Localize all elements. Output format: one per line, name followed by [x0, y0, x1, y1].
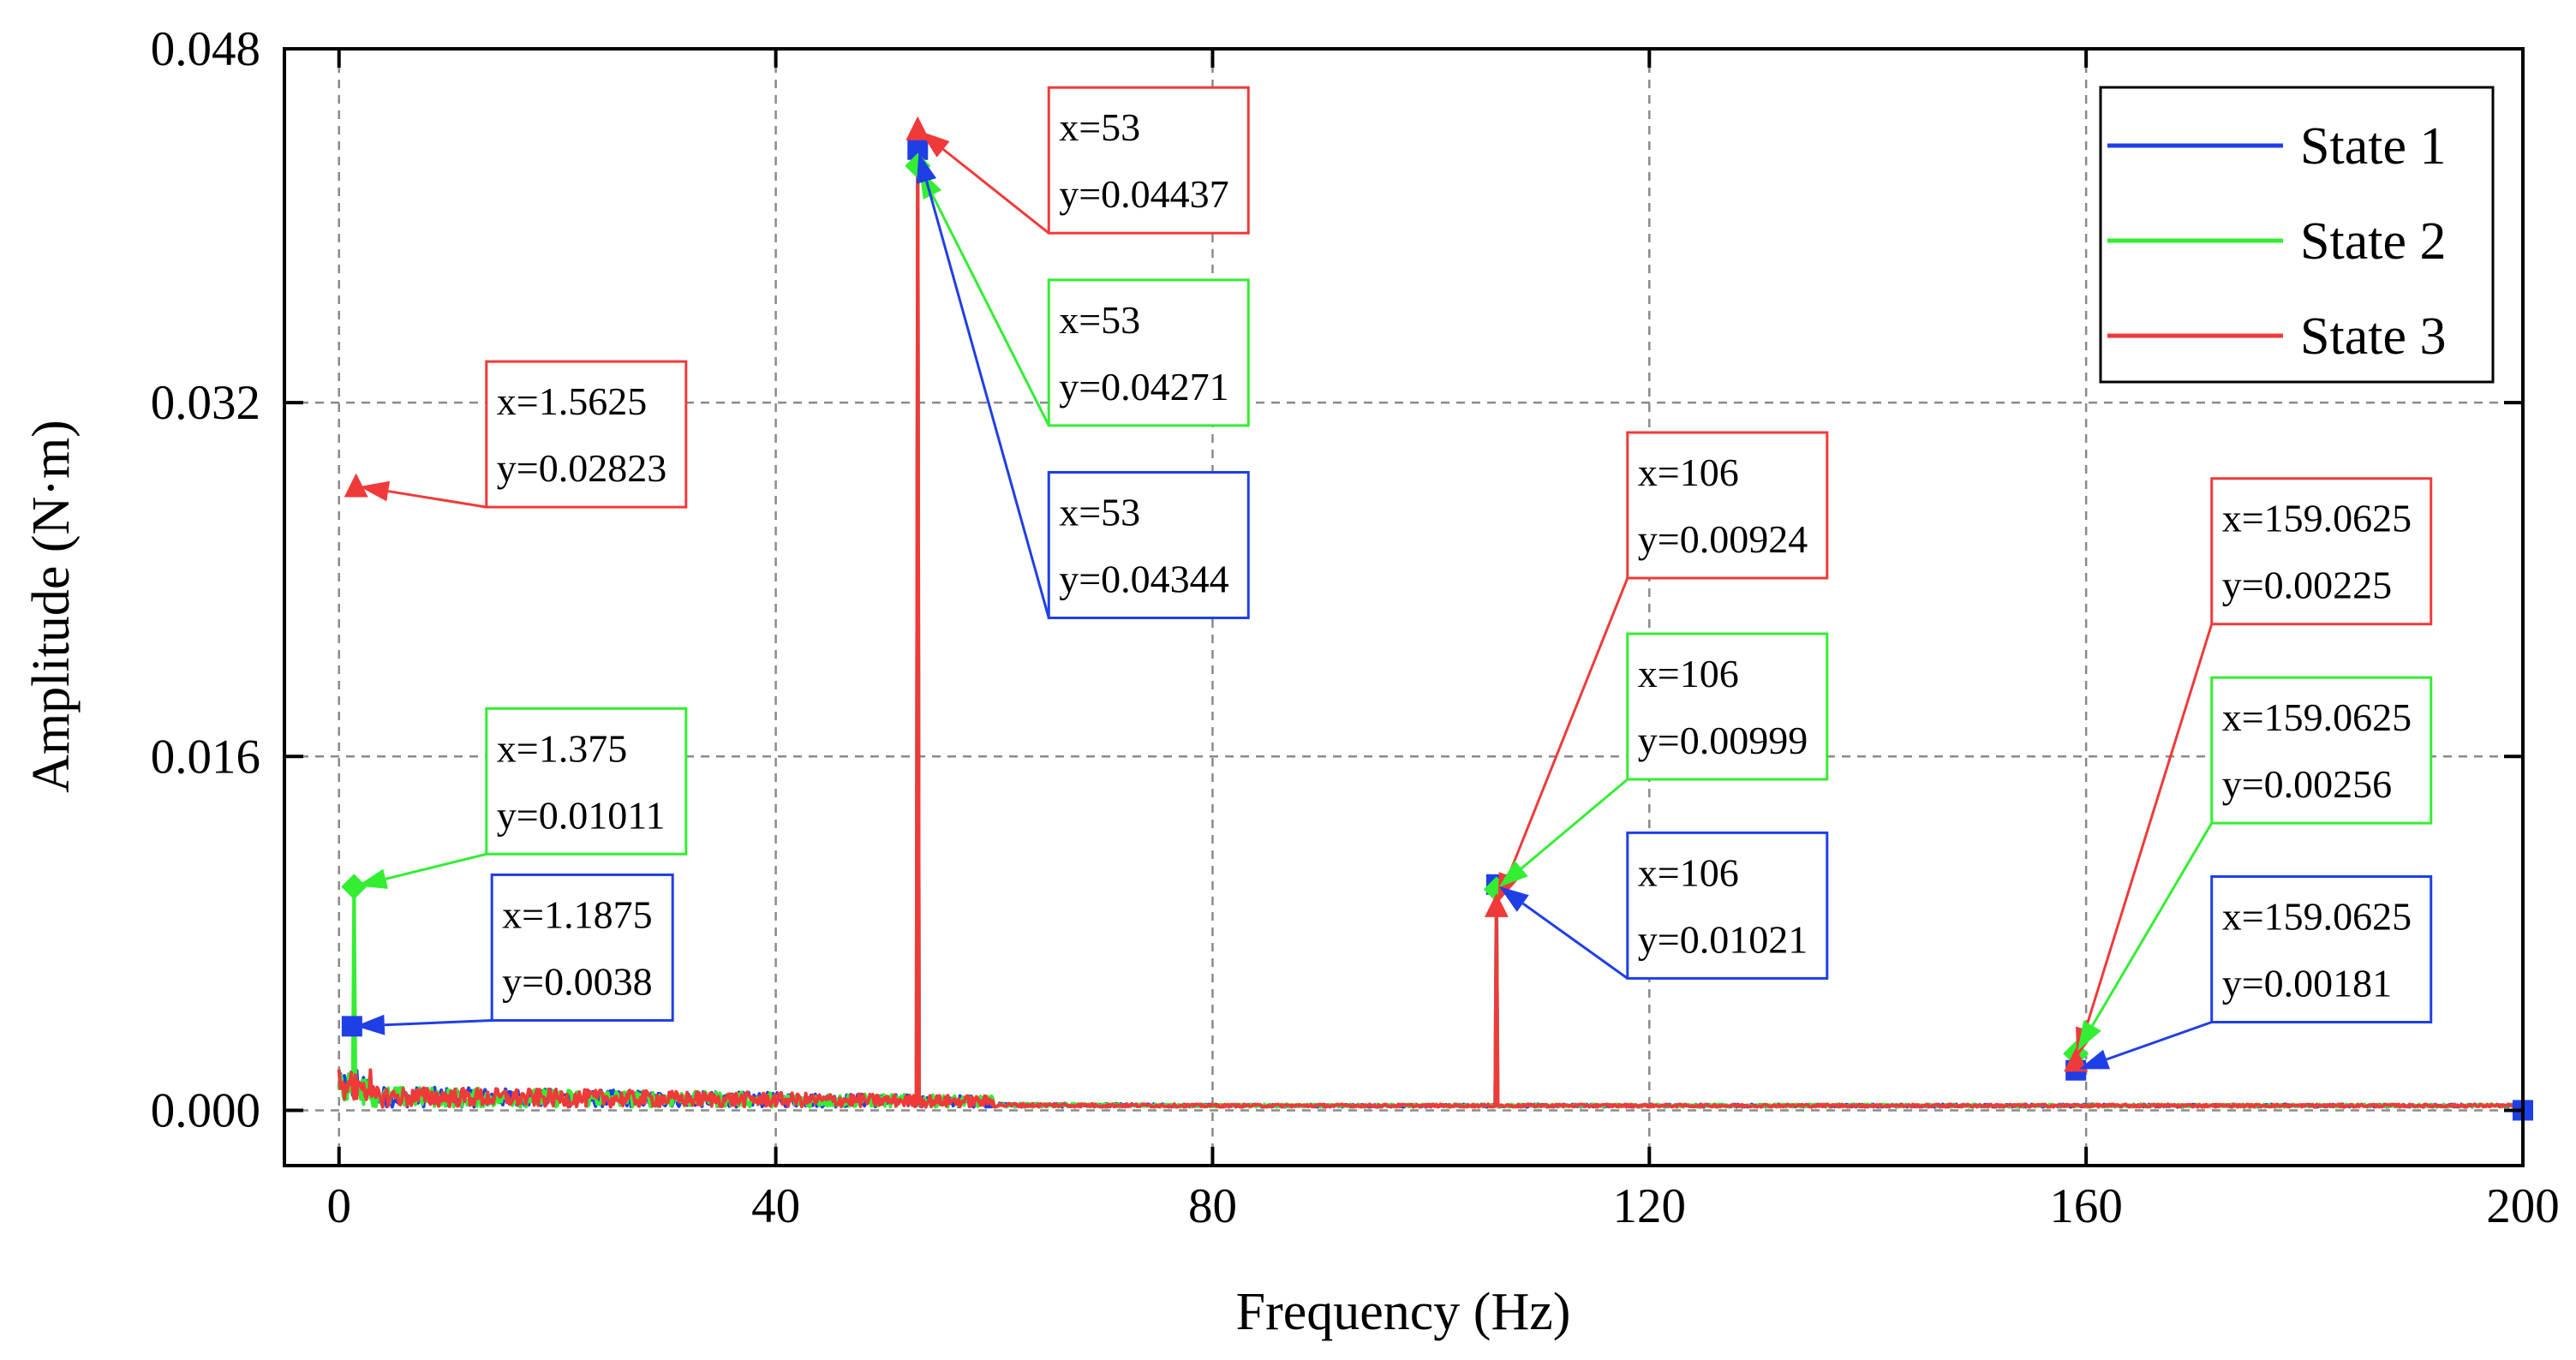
annotation-10: x=159.0625 y=0.00256 [2077, 676, 2433, 1051]
annotation-arrow-line [2084, 623, 2214, 1030]
annotation-x-label: x=53 [1059, 490, 1140, 534]
series-layer [337, 127, 2525, 1109]
annotation-y-label: y=0.00256 [2222, 762, 2392, 806]
state-3-peak-marker-0 [344, 473, 368, 498]
annotation-x-label: x=106 [1638, 850, 1739, 894]
x-tick-label-40: 40 [751, 1179, 800, 1233]
legend-label-state-1: State 1 [2300, 117, 2446, 176]
annotation-5: x=53 y=0.04344 [916, 152, 1250, 619]
annotation-box [1047, 470, 1250, 619]
y-tick-label-0.016: 0.016 [151, 730, 260, 784]
annotation-y-label: y=0.00181 [2222, 962, 2392, 1005]
x-tick-label-0: 0 [326, 1179, 351, 1233]
series-line-state-3 [337, 127, 2524, 1109]
legend: State 1 State 2 State 3 [2099, 86, 2495, 384]
annotation-arrow-head [1499, 886, 1529, 912]
annotation-x-label: x=53 [1059, 105, 1140, 149]
annotation-arrow-line [925, 180, 1050, 618]
annotation-y-label: y=0.00924 [1638, 517, 1808, 561]
x-axis-title: Frequency (Hz) [1236, 1283, 1571, 1341]
annotation-arrow-line [387, 490, 487, 509]
annotation-x-label: x=106 [1638, 450, 1739, 494]
annotation-0: x=1.5625 y=0.02823 [359, 360, 688, 509]
annotation-y-label: y=0.0038 [502, 959, 652, 1003]
annotation-y-label: y=0.04437 [1059, 172, 1228, 216]
annotation-arrow-line [385, 852, 487, 880]
x-tick-label-160: 160 [2049, 1179, 2123, 1233]
x-tick-label-80: 80 [1188, 1179, 1237, 1233]
annotation-1: x=1.375 y=0.01011 [357, 707, 688, 889]
annotation-box [485, 707, 688, 856]
annotation-y-label: y=0.01021 [1638, 917, 1808, 961]
annotation-6: x=106 y=0.00924 [1497, 431, 1829, 904]
state-2-peak-marker-0 [341, 874, 368, 900]
annotation-y-label: y=0.04271 [1059, 365, 1228, 409]
annotation-3: x=53 y=0.04437 [920, 86, 1250, 235]
y-tick-label-0: 0.000 [151, 1083, 260, 1137]
annotation-box [2210, 875, 2433, 1024]
state-3-peak-marker-2 [1484, 892, 1509, 917]
annotation-box [1626, 831, 1829, 980]
annotation-arrow-head [359, 480, 391, 502]
annotation-x-label: x=1.375 [497, 726, 627, 770]
annotation-x-label: x=1.1875 [502, 892, 652, 936]
annotation-y-label: y=0.00225 [2222, 564, 2392, 607]
annotation-arrow-head [355, 1014, 386, 1035]
annotation-box [490, 873, 674, 1022]
annotation-y-label: y=0.00999 [1638, 719, 1808, 762]
annotation-arrow-line [384, 1018, 493, 1027]
annotation-box [1047, 278, 1250, 427]
annotation-arrow-line [1520, 778, 1629, 870]
annotation-arrow-line [1521, 902, 1629, 980]
annotations: x=1.5625 y=0.02823 x=1.375 y=0.01011 x=1.187… [355, 86, 2433, 1070]
x-tick-label-120: 120 [1613, 1179, 1687, 1233]
legend-label-state-2: State 2 [2300, 212, 2446, 271]
annotation-arrow-line [1507, 577, 1629, 877]
annotation-arrow-head [2078, 1049, 2111, 1070]
annotation-y-label: y=0.04344 [1059, 557, 1228, 600]
annotation-box [485, 360, 688, 509]
y-tick-label-0.032: 0.032 [151, 376, 260, 430]
axis-ticks [284, 47, 2525, 1166]
annotation-arrow-head [2077, 1020, 2101, 1051]
annotation-arrow-head [920, 131, 950, 158]
annotation-x-label: x=1.5625 [497, 379, 647, 423]
annotation-box [1626, 632, 1829, 781]
annotation-x-label: x=159.0625 [2222, 895, 2412, 939]
annotation-box [2210, 676, 2433, 825]
annotation-box [1626, 431, 1829, 580]
annotation-arrow-head [916, 152, 937, 184]
legend-box [2099, 86, 2495, 384]
x-tick-label-200: 200 [2486, 1179, 2560, 1233]
annotation-x-label: x=159.0625 [2222, 695, 2412, 739]
annotation-7: x=106 y=0.00999 [1498, 632, 1829, 887]
state-3-peak-marker-3 [2064, 1047, 2089, 1072]
legend-label-state-3: State 3 [2300, 307, 2446, 366]
y-axis-title: Amplitude (N·m) [22, 420, 81, 793]
annotation-y-label: y=0.01011 [497, 793, 666, 837]
annotation-box [1047, 86, 1250, 235]
x-tick-labels: 0 40 80 120 160 200 [326, 1179, 2559, 1233]
y-tick-label-0.048: 0.048 [151, 22, 260, 76]
annotation-arrow-line [2091, 822, 2214, 1027]
annotation-arrow-head [1498, 860, 1528, 887]
annotation-x-label: x=106 [1638, 652, 1739, 695]
annotation-y-label: y=0.02823 [497, 446, 666, 490]
annotation-4: x=53 y=0.04271 [919, 169, 1250, 427]
annotation-box [2210, 477, 2433, 626]
annotation-8: x=106 y=0.01021 [1499, 831, 1829, 980]
annotation-9: x=159.0625 y=0.00225 [2076, 477, 2433, 1058]
y-tick-labels: 0.000 0.016 0.032 0.048 [151, 22, 260, 1137]
plot-frame [283, 47, 2525, 1167]
annotation-x-label: x=159.0625 [2222, 497, 2412, 540]
annotation-arrow-line [2106, 1021, 2213, 1061]
annotation-x-label: x=53 [1059, 298, 1140, 342]
annotation-arrow-head [357, 868, 389, 889]
annotation-11: x=159.0625 y=0.00181 [2078, 875, 2433, 1070]
annotation-2: x=1.1875 y=0.0038 [355, 873, 674, 1035]
annotation-arrow-line [931, 194, 1050, 426]
annotation-arrow-line [942, 148, 1050, 235]
